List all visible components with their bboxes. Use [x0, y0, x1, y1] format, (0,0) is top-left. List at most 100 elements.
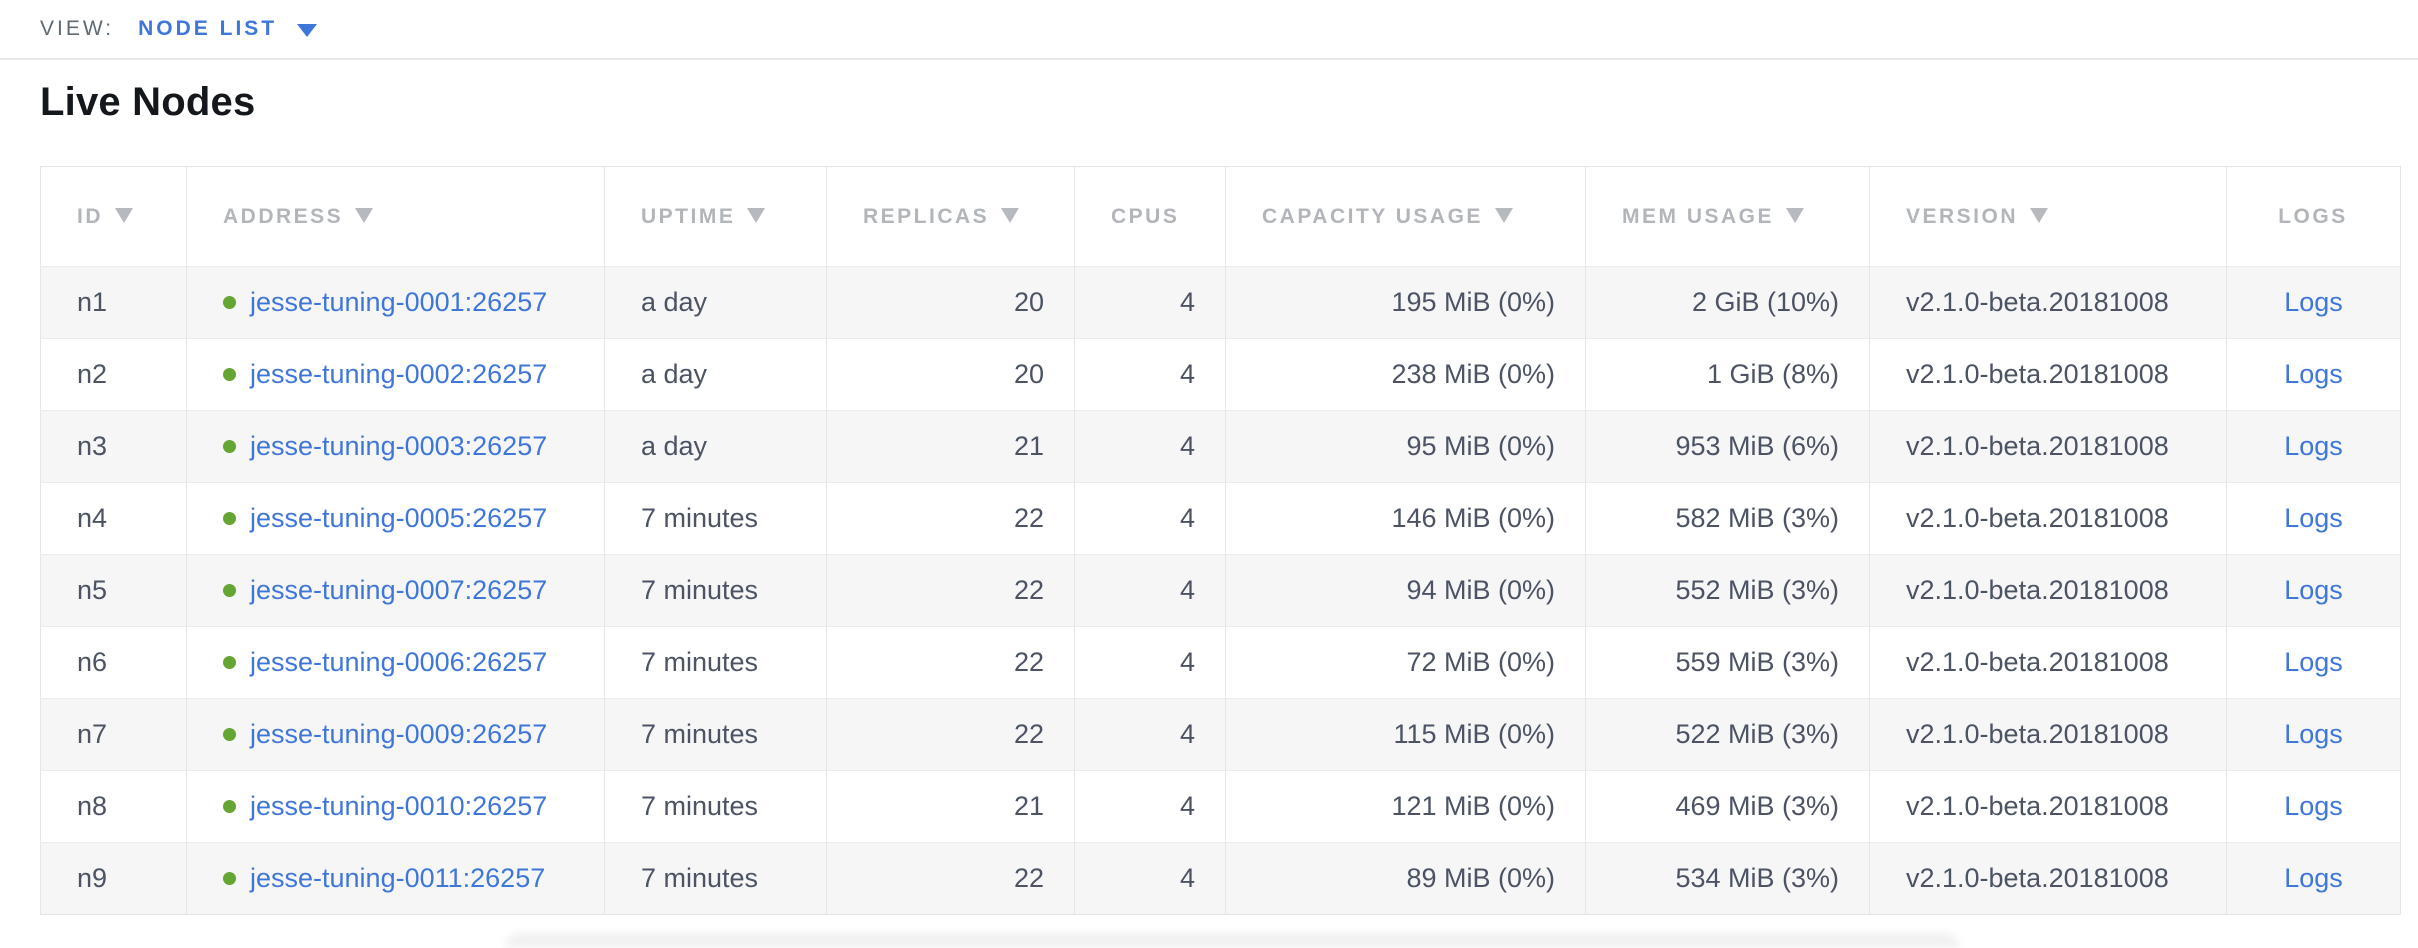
cell-id: n7 — [40, 698, 187, 771]
live-nodes-table-container: ID ADDRESS UPTIME REPLICAS CPUS CAPACITY USAG… — [40, 166, 2401, 915]
cell-cpus: 4 — [1074, 626, 1226, 699]
cell-uptime: 7 minutes — [604, 698, 827, 771]
cell-cpus: 4 — [1074, 482, 1226, 555]
live-status-dot-icon — [223, 872, 236, 885]
cell-mem: 469 MiB (3%) — [1585, 770, 1870, 843]
sort-arrow-icon — [747, 207, 766, 223]
column-header-version[interactable]: VERSION — [1869, 166, 2227, 267]
cell-id: n8 — [40, 770, 187, 843]
cell-capacity: 121 MiB (0%) — [1225, 770, 1586, 843]
node-address-link[interactable]: jesse-tuning-0009:26257 — [250, 719, 548, 749]
logs-link[interactable]: Logs — [2284, 575, 2343, 605]
table-row: n6 jesse-tuning-0006:26257 7 minutes 22 4 72 … — [40, 626, 2401, 699]
cell-cpus: 4 — [1074, 338, 1226, 411]
cell-replicas: 21 — [826, 410, 1075, 483]
cell-replicas: 20 — [826, 266, 1075, 339]
sort-arrow-icon — [1786, 207, 1805, 223]
column-header-label: VERSION — [1906, 204, 2019, 228]
table-row: n4 jesse-tuning-0005:26257 7 minutes 22 4 146… — [40, 482, 2401, 555]
column-header-replicas[interactable]: REPLICAS — [826, 166, 1075, 267]
cell-cpus: 4 — [1074, 698, 1226, 771]
live-status-dot-icon — [223, 440, 236, 453]
live-status-dot-icon — [223, 368, 236, 381]
chevron-down-icon — [297, 23, 318, 37]
cell-cpus: 4 — [1074, 554, 1226, 627]
node-address-link[interactable]: jesse-tuning-0010:26257 — [250, 791, 548, 821]
logs-link[interactable]: Logs — [2284, 719, 2343, 749]
column-header-mem[interactable]: MEM USAGE — [1585, 166, 1870, 267]
cell-address: jesse-tuning-0003:26257 — [186, 410, 605, 483]
column-header-label: REPLICAS — [863, 204, 990, 228]
node-address-link[interactable]: jesse-tuning-0001:26257 — [250, 287, 548, 317]
logs-link[interactable]: Logs — [2284, 431, 2343, 461]
cell-replicas: 21 — [826, 770, 1075, 843]
logs-link[interactable]: Logs — [2284, 359, 2343, 389]
cell-cpus: 4 — [1074, 770, 1226, 843]
cell-uptime: a day — [604, 266, 827, 339]
cell-id: n9 — [40, 842, 187, 915]
cell-id: n4 — [40, 482, 187, 555]
cell-version: v2.1.0-beta.20181008 — [1869, 338, 2227, 411]
live-status-dot-icon — [223, 512, 236, 525]
cell-uptime: 7 minutes — [604, 482, 827, 555]
table-row: n3 jesse-tuning-0003:26257 a day 21 4 95 MiB … — [40, 410, 2401, 483]
column-header-id[interactable]: ID — [40, 166, 187, 267]
cell-uptime: 7 minutes — [604, 842, 827, 915]
cell-id: n5 — [40, 554, 187, 627]
cell-address: jesse-tuning-0001:26257 — [186, 266, 605, 339]
column-header-label: ADDRESS — [223, 204, 344, 228]
cell-uptime: a day — [604, 338, 827, 411]
node-address-link[interactable]: jesse-tuning-0003:26257 — [250, 431, 548, 461]
cell-mem: 1 GiB (8%) — [1585, 338, 1870, 411]
cell-version: v2.1.0-beta.20181008 — [1869, 842, 2227, 915]
cell-mem: 559 MiB (3%) — [1585, 626, 1870, 699]
table-header: ID ADDRESS UPTIME REPLICAS CPUS CAPACITY USAG… — [40, 166, 2401, 267]
node-address-link[interactable]: jesse-tuning-0005:26257 — [250, 503, 548, 533]
column-header-cpus: CPUS — [1074, 166, 1226, 267]
column-header-label: CPUS — [1111, 204, 1180, 228]
cell-logs: Logs — [2226, 842, 2401, 915]
cell-replicas: 22 — [826, 554, 1075, 627]
column-header-uptime[interactable]: UPTIME — [604, 166, 827, 267]
live-status-dot-icon — [223, 584, 236, 597]
cell-logs: Logs — [2226, 410, 2401, 483]
cell-mem: 522 MiB (3%) — [1585, 698, 1870, 771]
cell-uptime: 7 minutes — [604, 554, 827, 627]
logs-link[interactable]: Logs — [2284, 287, 2343, 317]
column-header-label: UPTIME — [641, 204, 736, 228]
view-selector-dropdown[interactable]: NODE LIST — [138, 17, 318, 41]
cell-replicas: 22 — [826, 842, 1075, 915]
logs-link[interactable]: Logs — [2284, 503, 2343, 533]
logs-link[interactable]: Logs — [2284, 791, 2343, 821]
cell-capacity: 89 MiB (0%) — [1225, 842, 1586, 915]
table-body: n1 jesse-tuning-0001:26257 a day 20 4 195 MiB… — [40, 266, 2401, 915]
view-label: VIEW: — [40, 17, 115, 40]
cell-version: v2.1.0-beta.20181008 — [1869, 554, 2227, 627]
cell-address: jesse-tuning-0005:26257 — [186, 482, 605, 555]
table-row: n8 jesse-tuning-0010:26257 7 minutes 21 4 121… — [40, 770, 2401, 843]
logs-link[interactable]: Logs — [2284, 647, 2343, 677]
column-header-address[interactable]: ADDRESS — [186, 166, 605, 267]
node-address-link[interactable]: jesse-tuning-0007:26257 — [250, 575, 548, 605]
cell-logs: Logs — [2226, 554, 2401, 627]
cell-replicas: 22 — [826, 626, 1075, 699]
sort-arrow-icon — [1001, 207, 1020, 223]
cell-capacity: 146 MiB (0%) — [1225, 482, 1586, 555]
cell-logs: Logs — [2226, 266, 2401, 339]
cell-address: jesse-tuning-0009:26257 — [186, 698, 605, 771]
cell-cpus: 4 — [1074, 842, 1226, 915]
table-row: n5 jesse-tuning-0007:26257 7 minutes 22 4 94 … — [40, 554, 2401, 627]
cell-capacity: 195 MiB (0%) — [1225, 266, 1586, 339]
cell-capacity: 94 MiB (0%) — [1225, 554, 1586, 627]
cell-mem: 2 GiB (10%) — [1585, 266, 1870, 339]
cell-logs: Logs — [2226, 770, 2401, 843]
logs-link[interactable]: Logs — [2284, 863, 2343, 893]
node-address-link[interactable]: jesse-tuning-0002:26257 — [250, 359, 548, 389]
node-address-link[interactable]: jesse-tuning-0006:26257 — [250, 647, 548, 677]
cell-version: v2.1.0-beta.20181008 — [1869, 698, 2227, 771]
live-nodes-table: ID ADDRESS UPTIME REPLICAS CPUS CAPACITY USAG… — [40, 166, 2401, 915]
column-header-capacity[interactable]: CAPACITY USAGE — [1225, 166, 1586, 267]
sort-arrow-icon — [2030, 207, 2049, 223]
node-address-link[interactable]: jesse-tuning-0011:26257 — [250, 863, 546, 893]
live-status-dot-icon — [223, 296, 236, 309]
